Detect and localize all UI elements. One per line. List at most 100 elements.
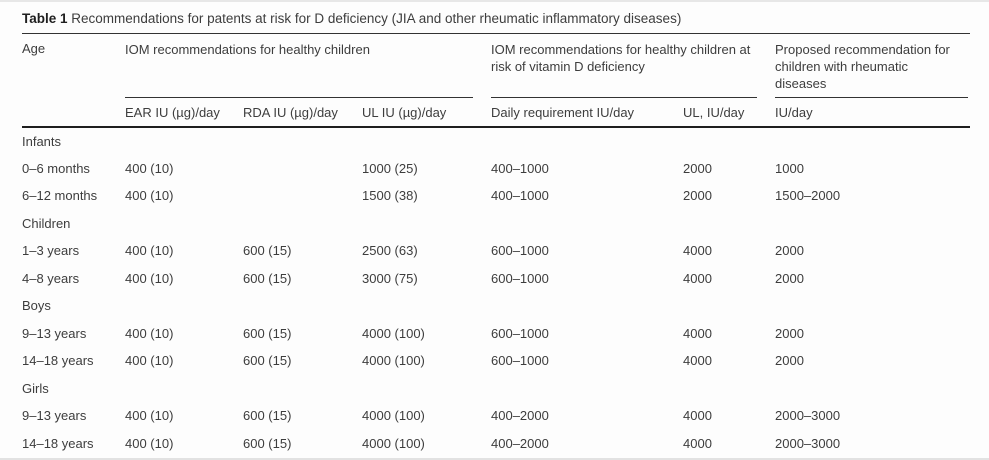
value-cell [683, 210, 775, 238]
value-cell [683, 375, 775, 403]
value-cell [491, 292, 683, 320]
value-cell: 4000 (100) [362, 353, 425, 369]
column-header-age: Age [22, 34, 125, 128]
value-cell [125, 127, 243, 155]
section-row: Boys [22, 292, 970, 320]
value-cell [125, 375, 243, 403]
column-header-proposed: IU/day [775, 98, 971, 128]
age-cell: 0–6 months [22, 160, 90, 176]
group-header-row: Age IOM recommendations for healthy chil… [22, 34, 970, 128]
value-cell [491, 375, 683, 403]
value-cell: 1500–2000 [775, 188, 841, 204]
section-row: Infants [22, 127, 970, 155]
value-cell: 2000 [683, 188, 712, 204]
column-group-proposed: Proposed recommendation for children wit… [775, 34, 970, 98]
value-cell: 2000 [775, 353, 804, 369]
value-cell: 400 (10) [125, 435, 174, 451]
table-row: 14–18 years 400 (10) 600 (15) 4000 (100) 600… [22, 347, 970, 375]
value-cell: 3000 (75) [362, 270, 418, 286]
value-cell: 600–1000 [491, 243, 549, 259]
value-cell: 1000 (25) [362, 160, 418, 176]
age-cell: 9–13 years [22, 408, 87, 424]
table-label: Table 1 [22, 11, 68, 26]
age-cell: Boys [22, 298, 51, 314]
value-cell: 2000 [775, 325, 804, 341]
value-cell: 4000 [683, 270, 712, 286]
age-cell: Children [22, 215, 71, 231]
value-cell [362, 375, 491, 403]
age-cell: Girls [22, 380, 49, 396]
value-cell: 600 (15) [243, 435, 292, 451]
value-cell [775, 127, 970, 155]
value-cell: 1000 [775, 160, 804, 176]
column-header-ul2: UL, IU/day [683, 98, 776, 128]
value-cell: 4000 [683, 353, 712, 369]
value-cell [362, 292, 491, 320]
section-row: Girls [22, 375, 970, 403]
value-cell: 4000 (100) [362, 408, 425, 424]
value-cell: 400–1000 [491, 160, 549, 176]
value-cell: 600 (15) [243, 325, 292, 341]
value-cell [362, 210, 491, 238]
table-row: 9–13 years 400 (10) 600 (15) 4000 (100) 600–… [22, 320, 970, 348]
table-row: 0–6 months 400 (10) 1000 (25) 400–1000 2000 1… [22, 155, 970, 183]
sub-header-row: EAR IU (µg)/day RDA IU (µg)/day UL IU (µ… [22, 98, 971, 128]
value-cell [362, 127, 491, 155]
value-cell [775, 210, 970, 238]
value-cell: 400 (10) [125, 188, 174, 204]
value-cell: 400 (10) [125, 408, 174, 424]
value-cell: 600 (15) [243, 408, 292, 424]
recommendations-table: Age IOM recommendations for healthy chil… [22, 34, 971, 458]
table-row: 4–8 years 400 (10) 600 (15) 3000 (75) 600–10… [22, 265, 970, 293]
value-cell: 600–1000 [491, 325, 549, 341]
value-cell: 400–1000 [491, 188, 549, 204]
age-cell: 6–12 months [22, 188, 98, 204]
table-row: 1–3 years 400 (10) 600 (15) 2500 (63) 600–10… [22, 237, 970, 265]
value-cell [243, 155, 362, 183]
value-cell: 4000 [683, 325, 712, 341]
value-cell: 2000 [775, 270, 804, 286]
value-cell: 4000 (100) [362, 435, 425, 451]
value-cell [775, 292, 970, 320]
value-cell [243, 182, 362, 210]
age-cell: Infants [22, 133, 62, 149]
value-cell [491, 127, 683, 155]
value-cell [243, 292, 362, 320]
value-cell: 2000–3000 [775, 435, 841, 451]
value-cell: 600 (15) [243, 243, 292, 259]
value-cell [243, 375, 362, 403]
section-row: Children [22, 210, 970, 238]
value-cell: 4000 [683, 243, 712, 259]
value-cell: 400–2000 [491, 435, 549, 451]
value-cell: 400 (10) [125, 325, 174, 341]
value-cell: 400 (10) [125, 353, 174, 369]
value-cell: 2000 [683, 160, 712, 176]
table-caption: Table 1 Recommendations for patents at r… [22, 2, 970, 34]
column-header-ul: UL IU (µg)/day [362, 98, 491, 128]
value-cell: 600 (15) [243, 270, 292, 286]
age-cell: 9–13 years [22, 325, 87, 341]
value-cell: 1500 (38) [362, 188, 418, 204]
table-row: 6–12 months 400 (10) 1500 (38) 400–1000 2000… [22, 182, 970, 210]
value-cell: 400 (10) [125, 160, 174, 176]
column-header-ear: EAR IU (µg)/day [125, 98, 243, 128]
value-cell: 2000 [775, 243, 804, 259]
value-cell: 600–1000 [491, 270, 549, 286]
age-cell: 14–18 years [22, 353, 94, 369]
column-group-iom-at-risk: IOM recommendations for healthy children… [491, 34, 775, 98]
table-row: 14–18 years 400 (10) 600 (15) 4000 (100) 400… [22, 430, 970, 458]
table-caption-text: Recommendations for patents at risk for … [71, 11, 682, 26]
value-cell [491, 210, 683, 238]
value-cell [125, 210, 243, 238]
value-cell: 600 (15) [243, 353, 292, 369]
value-cell: 400 (10) [125, 270, 174, 286]
column-header-rda: RDA IU (µg)/day [243, 98, 362, 128]
value-cell: 2000–3000 [775, 408, 841, 424]
value-cell: 4000 (100) [362, 325, 425, 341]
value-cell [775, 375, 970, 403]
table-header: Age IOM recommendations for healthy chil… [22, 34, 971, 128]
value-cell [243, 210, 362, 238]
value-cell [243, 127, 362, 155]
age-cell: 4–8 years [22, 270, 80, 286]
